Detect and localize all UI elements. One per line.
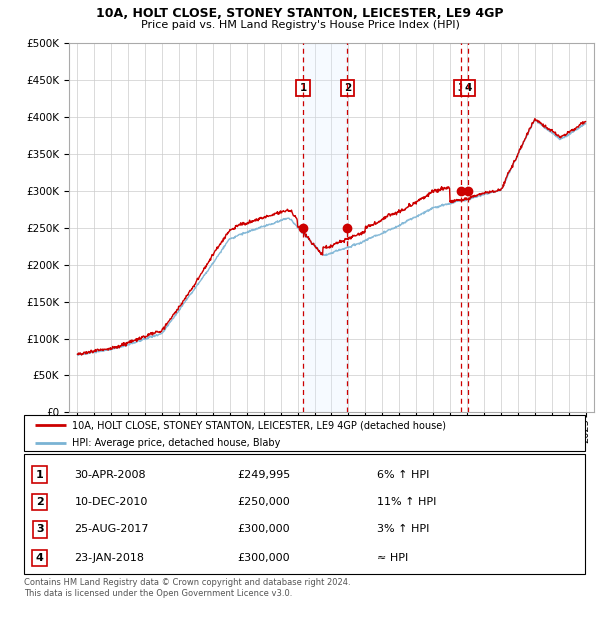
Text: £249,995: £249,995 bbox=[237, 470, 290, 480]
FancyBboxPatch shape bbox=[24, 415, 585, 451]
Text: 3: 3 bbox=[457, 82, 464, 92]
Text: Price paid vs. HM Land Registry's House Price Index (HPI): Price paid vs. HM Land Registry's House … bbox=[140, 20, 460, 30]
Text: 30-APR-2008: 30-APR-2008 bbox=[74, 470, 146, 480]
Text: 23-JAN-2018: 23-JAN-2018 bbox=[74, 553, 145, 563]
Text: This data is licensed under the Open Government Licence v3.0.: This data is licensed under the Open Gov… bbox=[24, 589, 292, 598]
Text: 10-DEC-2010: 10-DEC-2010 bbox=[74, 497, 148, 507]
Text: 11% ↑ HPI: 11% ↑ HPI bbox=[377, 497, 437, 507]
Text: Contains HM Land Registry data © Crown copyright and database right 2024.: Contains HM Land Registry data © Crown c… bbox=[24, 578, 350, 587]
Text: 6% ↑ HPI: 6% ↑ HPI bbox=[377, 470, 430, 480]
Text: 10A, HOLT CLOSE, STONEY STANTON, LEICESTER, LE9 4GP: 10A, HOLT CLOSE, STONEY STANTON, LEICEST… bbox=[96, 7, 504, 20]
Text: 1: 1 bbox=[36, 470, 44, 480]
Text: ≈ HPI: ≈ HPI bbox=[377, 553, 409, 563]
Text: HPI: Average price, detached house, Blaby: HPI: Average price, detached house, Blab… bbox=[71, 438, 280, 448]
Text: 10A, HOLT CLOSE, STONEY STANTON, LEICESTER, LE9 4GP (detached house): 10A, HOLT CLOSE, STONEY STANTON, LEICEST… bbox=[71, 420, 446, 430]
Text: £300,000: £300,000 bbox=[237, 525, 290, 534]
Text: 25-AUG-2017: 25-AUG-2017 bbox=[74, 525, 149, 534]
Text: 3: 3 bbox=[36, 525, 44, 534]
Text: 2: 2 bbox=[36, 497, 44, 507]
Text: 3% ↑ HPI: 3% ↑ HPI bbox=[377, 525, 430, 534]
FancyBboxPatch shape bbox=[24, 454, 585, 574]
Text: 4: 4 bbox=[36, 553, 44, 563]
Text: 4: 4 bbox=[464, 82, 472, 92]
Bar bbox=[303, 43, 347, 412]
Text: 1: 1 bbox=[299, 82, 307, 92]
Text: £250,000: £250,000 bbox=[237, 497, 290, 507]
Text: 2: 2 bbox=[344, 82, 351, 92]
Text: £300,000: £300,000 bbox=[237, 553, 290, 563]
